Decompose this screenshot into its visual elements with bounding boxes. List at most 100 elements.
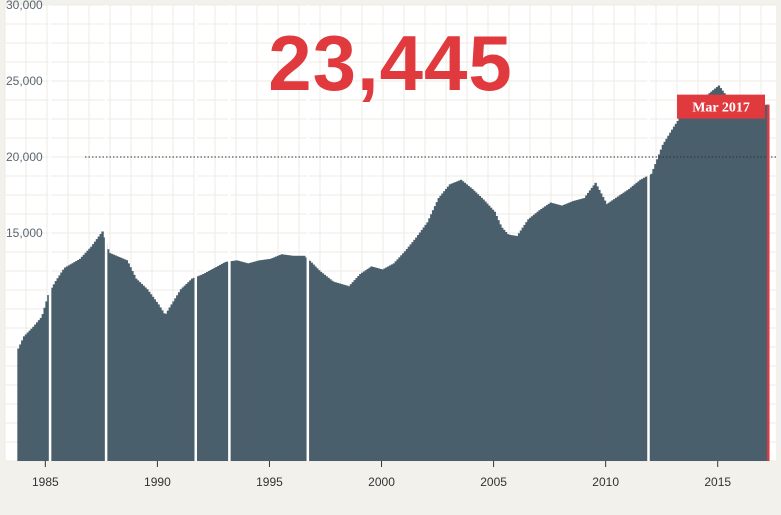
bar bbox=[697, 101, 700, 461]
bar bbox=[450, 183, 454, 461]
bar bbox=[643, 177, 646, 461]
bar bbox=[717, 85, 721, 461]
bar bbox=[288, 255, 291, 461]
bar bbox=[682, 112, 685, 462]
bar bbox=[114, 255, 117, 461]
bar bbox=[383, 268, 386, 461]
bar bbox=[263, 259, 267, 461]
bar bbox=[555, 204, 558, 461]
bar bbox=[570, 201, 573, 461]
bar bbox=[78, 258, 82, 461]
bar bbox=[478, 196, 482, 461]
bar bbox=[521, 227, 524, 461]
bar bbox=[334, 282, 338, 461]
bar bbox=[641, 178, 644, 462]
bar bbox=[601, 197, 605, 461]
bar bbox=[314, 266, 317, 461]
bar bbox=[659, 149, 663, 461]
bar bbox=[545, 205, 549, 461]
bar bbox=[695, 102, 698, 461]
bar bbox=[501, 227, 504, 461]
bar bbox=[615, 197, 618, 462]
bar bbox=[318, 270, 321, 461]
bar bbox=[583, 198, 586, 462]
bar bbox=[295, 255, 298, 461]
bar bbox=[93, 241, 97, 461]
bar bbox=[174, 298, 177, 461]
x-tick-label: 1995 bbox=[256, 475, 283, 489]
bar bbox=[129, 267, 132, 461]
bar bbox=[396, 259, 399, 461]
bar bbox=[439, 195, 442, 461]
bar bbox=[723, 93, 726, 461]
bar bbox=[620, 193, 623, 462]
bar bbox=[534, 213, 538, 461]
bar bbox=[389, 265, 392, 461]
bar bbox=[482, 199, 485, 461]
bar-gap bbox=[647, 5, 650, 461]
bar bbox=[265, 259, 269, 461]
bar bbox=[189, 280, 192, 461]
bar bbox=[303, 255, 306, 461]
bar bbox=[312, 264, 315, 461]
bar bbox=[131, 271, 134, 461]
bar bbox=[497, 220, 500, 461]
bar bbox=[47, 295, 50, 461]
bar bbox=[510, 235, 513, 461]
bar bbox=[340, 284, 343, 461]
bar bbox=[379, 268, 383, 461]
bar bbox=[708, 93, 711, 461]
bar bbox=[467, 185, 470, 461]
bar bbox=[271, 258, 274, 461]
bar bbox=[525, 222, 528, 461]
bar bbox=[138, 282, 142, 461]
bar bbox=[177, 292, 181, 461]
bar bbox=[415, 237, 418, 461]
y-tick-label: 15,000 bbox=[6, 226, 43, 240]
bar bbox=[558, 205, 562, 461]
bar bbox=[116, 256, 119, 461]
bar bbox=[628, 188, 631, 462]
bar bbox=[719, 88, 722, 461]
bar bbox=[368, 267, 371, 461]
y-tick-label: 25,000 bbox=[6, 74, 43, 88]
x-tick-label: 2015 bbox=[704, 475, 731, 489]
bar bbox=[585, 195, 588, 461]
bar bbox=[577, 199, 581, 461]
bar bbox=[721, 90, 724, 461]
bar bbox=[275, 256, 278, 461]
bar bbox=[254, 261, 257, 461]
bar bbox=[256, 260, 259, 461]
bar bbox=[598, 189, 601, 461]
bar bbox=[502, 229, 506, 461]
bar bbox=[749, 105, 752, 461]
bar bbox=[80, 256, 84, 461]
bar bbox=[41, 314, 44, 461]
bars bbox=[17, 85, 769, 462]
bar bbox=[473, 190, 476, 461]
bar bbox=[155, 301, 158, 461]
bar bbox=[417, 235, 420, 461]
bar bbox=[273, 257, 276, 461]
bar-gap bbox=[194, 5, 198, 461]
bar bbox=[654, 164, 657, 461]
bar bbox=[609, 201, 612, 461]
bar bbox=[183, 285, 186, 461]
bar bbox=[54, 281, 58, 461]
bar bbox=[84, 252, 87, 461]
bar bbox=[342, 284, 345, 461]
bar bbox=[704, 95, 708, 461]
bar bbox=[667, 135, 670, 461]
bar bbox=[398, 257, 401, 461]
bar bbox=[211, 268, 214, 461]
bar bbox=[30, 328, 33, 461]
bar bbox=[202, 274, 205, 461]
bar bbox=[90, 246, 93, 461]
bar bbox=[661, 144, 665, 461]
bar bbox=[329, 279, 332, 461]
bar bbox=[286, 255, 289, 461]
bar bbox=[327, 277, 330, 461]
bar bbox=[301, 255, 304, 461]
bar bbox=[564, 204, 567, 461]
